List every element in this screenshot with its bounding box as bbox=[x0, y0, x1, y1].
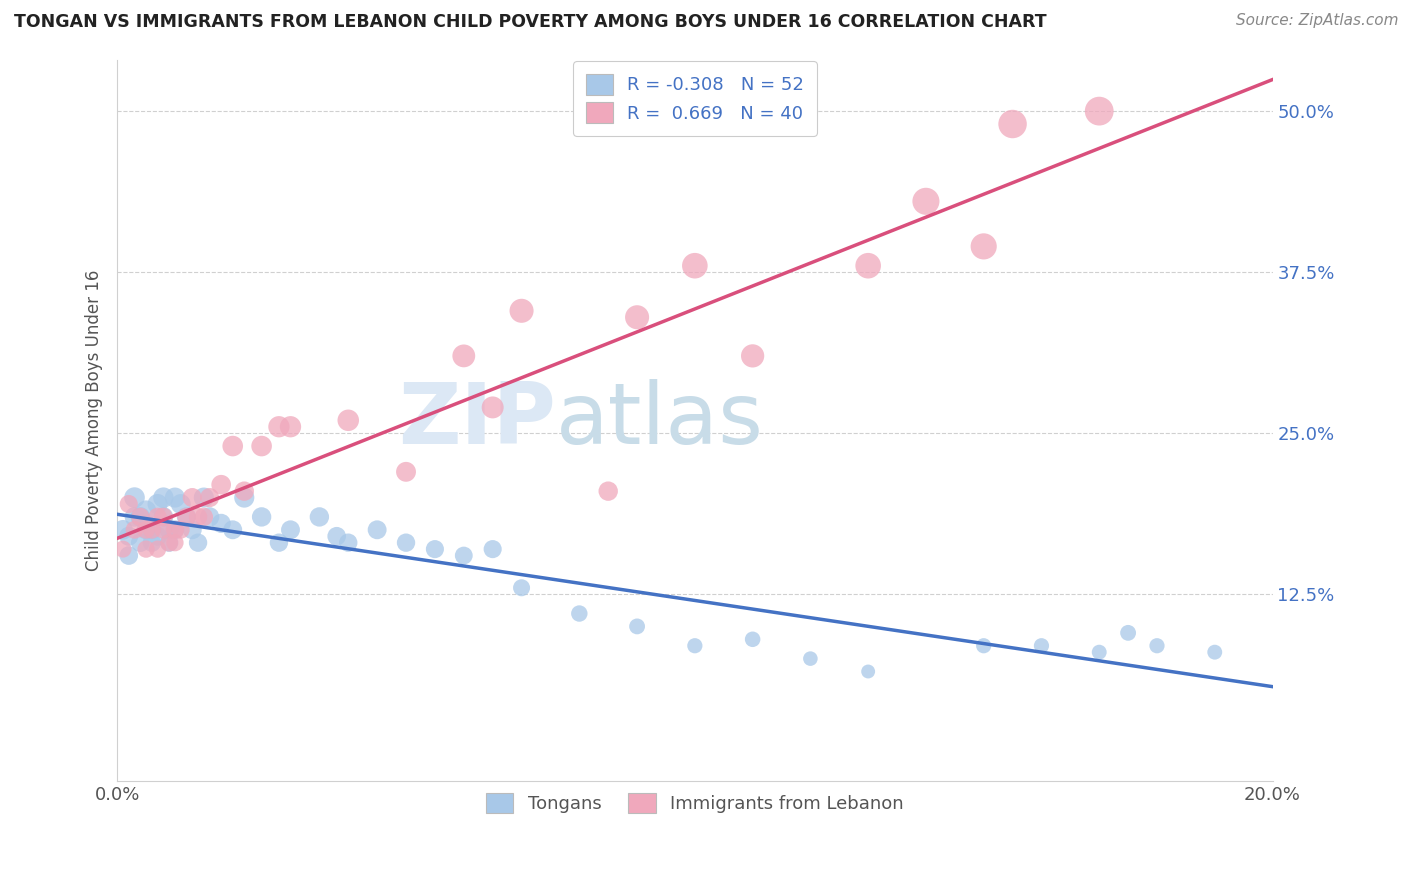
Point bbox=[222, 523, 245, 537]
Point bbox=[146, 542, 169, 557]
Point bbox=[118, 497, 141, 511]
Point bbox=[799, 651, 821, 665]
Point bbox=[198, 509, 221, 524]
Point bbox=[176, 509, 198, 524]
Point bbox=[568, 607, 591, 621]
Point bbox=[176, 509, 198, 524]
Point bbox=[1204, 645, 1226, 659]
Point bbox=[135, 503, 157, 517]
Point bbox=[626, 310, 648, 325]
Point bbox=[135, 523, 157, 537]
Text: atlas: atlas bbox=[557, 379, 765, 462]
Point bbox=[366, 523, 388, 537]
Point bbox=[856, 259, 879, 273]
Point bbox=[395, 535, 418, 549]
Point bbox=[181, 491, 204, 505]
Point bbox=[973, 239, 995, 253]
Point bbox=[1088, 645, 1111, 659]
Point bbox=[481, 542, 503, 557]
Point bbox=[337, 413, 360, 427]
Point bbox=[626, 619, 648, 633]
Point bbox=[135, 542, 157, 557]
Point bbox=[453, 549, 475, 563]
Point bbox=[267, 535, 290, 549]
Point bbox=[141, 535, 163, 549]
Point bbox=[856, 665, 879, 679]
Y-axis label: Child Poverty Among Boys Under 16: Child Poverty Among Boys Under 16 bbox=[86, 269, 103, 571]
Point bbox=[198, 491, 221, 505]
Point bbox=[152, 523, 174, 537]
Point bbox=[111, 542, 134, 557]
Point bbox=[157, 523, 180, 537]
Point bbox=[129, 535, 152, 549]
Point bbox=[187, 509, 209, 524]
Point bbox=[124, 523, 146, 537]
Point bbox=[280, 523, 302, 537]
Point bbox=[193, 491, 215, 505]
Point bbox=[233, 484, 256, 499]
Point bbox=[157, 535, 180, 549]
Point bbox=[250, 439, 273, 453]
Point bbox=[118, 549, 141, 563]
Point bbox=[209, 516, 232, 531]
Point bbox=[395, 465, 418, 479]
Point bbox=[1116, 625, 1139, 640]
Point bbox=[129, 509, 152, 524]
Point bbox=[308, 509, 330, 524]
Point bbox=[124, 491, 146, 505]
Point bbox=[1001, 117, 1024, 131]
Point bbox=[510, 303, 533, 318]
Point bbox=[683, 259, 706, 273]
Point bbox=[233, 491, 256, 505]
Point bbox=[973, 639, 995, 653]
Point bbox=[481, 401, 503, 415]
Point bbox=[163, 523, 186, 537]
Point bbox=[152, 509, 174, 524]
Point bbox=[163, 491, 186, 505]
Point bbox=[683, 639, 706, 653]
Point bbox=[157, 535, 180, 549]
Point bbox=[222, 439, 245, 453]
Point bbox=[141, 523, 163, 537]
Point bbox=[209, 477, 232, 491]
Point bbox=[510, 581, 533, 595]
Point bbox=[152, 509, 174, 524]
Text: Source: ZipAtlas.com: Source: ZipAtlas.com bbox=[1236, 13, 1399, 29]
Point bbox=[146, 529, 169, 543]
Point bbox=[170, 497, 193, 511]
Point bbox=[163, 535, 186, 549]
Point bbox=[598, 484, 620, 499]
Point bbox=[118, 529, 141, 543]
Point bbox=[170, 523, 193, 537]
Point bbox=[741, 632, 763, 647]
Point bbox=[741, 349, 763, 363]
Point bbox=[124, 509, 146, 524]
Point bbox=[1088, 104, 1111, 119]
Point bbox=[129, 509, 152, 524]
Point bbox=[187, 535, 209, 549]
Point bbox=[337, 535, 360, 549]
Point bbox=[423, 542, 446, 557]
Point bbox=[915, 194, 938, 209]
Point bbox=[163, 523, 186, 537]
Point bbox=[135, 523, 157, 537]
Point bbox=[280, 419, 302, 434]
Legend: Tongans, Immigrants from Lebanon: Tongans, Immigrants from Lebanon bbox=[474, 780, 917, 826]
Point bbox=[193, 509, 215, 524]
Point bbox=[146, 497, 169, 511]
Point bbox=[111, 523, 134, 537]
Point bbox=[141, 523, 163, 537]
Point bbox=[453, 349, 475, 363]
Point bbox=[181, 523, 204, 537]
Point bbox=[152, 491, 174, 505]
Text: TONGAN VS IMMIGRANTS FROM LEBANON CHILD POVERTY AMONG BOYS UNDER 16 CORRELATION : TONGAN VS IMMIGRANTS FROM LEBANON CHILD … bbox=[14, 13, 1046, 31]
Text: ZIP: ZIP bbox=[398, 379, 557, 462]
Point bbox=[1031, 639, 1053, 653]
Point bbox=[267, 419, 290, 434]
Point bbox=[325, 529, 347, 543]
Point bbox=[1146, 639, 1168, 653]
Point bbox=[146, 509, 169, 524]
Point bbox=[250, 509, 273, 524]
